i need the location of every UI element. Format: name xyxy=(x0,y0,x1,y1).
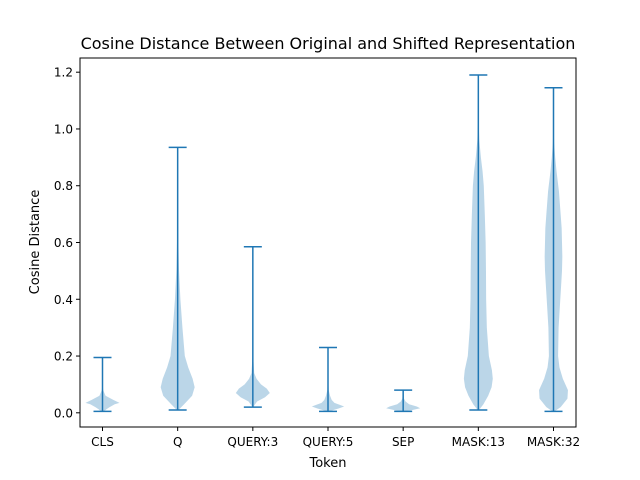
chart-title: Cosine Distance Between Original and Shi… xyxy=(81,34,576,53)
y-axis-label: Cosine Distance xyxy=(28,190,43,295)
x-tick-label-4: SEP xyxy=(392,435,414,449)
violin-stems xyxy=(93,74,563,413)
x-tick-label-5: MASK:13 xyxy=(452,435,505,449)
y-axis: 0.0 0.2 0.4 0.6 0.8 1.0 1.2 xyxy=(54,66,80,420)
y-tick-label-1: 0.2 xyxy=(54,350,73,364)
violin-bodies xyxy=(85,75,568,412)
y-tick-label-4: 0.8 xyxy=(54,179,73,193)
x-axis-label: Token xyxy=(309,456,347,471)
y-tick-label-5: 1.0 xyxy=(54,122,73,136)
y-tick-label-3: 0.6 xyxy=(54,236,73,250)
y-tick-label-2: 0.4 xyxy=(54,293,73,307)
y-tick-label-6: 1.2 xyxy=(54,66,73,80)
x-tick-label-3: QUERY:5 xyxy=(303,435,354,449)
x-tick-label-6: MASK:32 xyxy=(527,435,580,449)
y-tick-label-0: 0.0 xyxy=(54,406,73,420)
x-tick-label-2: QUERY:3 xyxy=(227,435,278,449)
x-tick-label-0: CLS xyxy=(91,435,114,449)
x-axis: CLS Q QUERY:3 QUERY:5 SEP MASK:13 MASK:32 xyxy=(91,427,580,449)
x-tick-label-1: Q xyxy=(173,435,182,449)
